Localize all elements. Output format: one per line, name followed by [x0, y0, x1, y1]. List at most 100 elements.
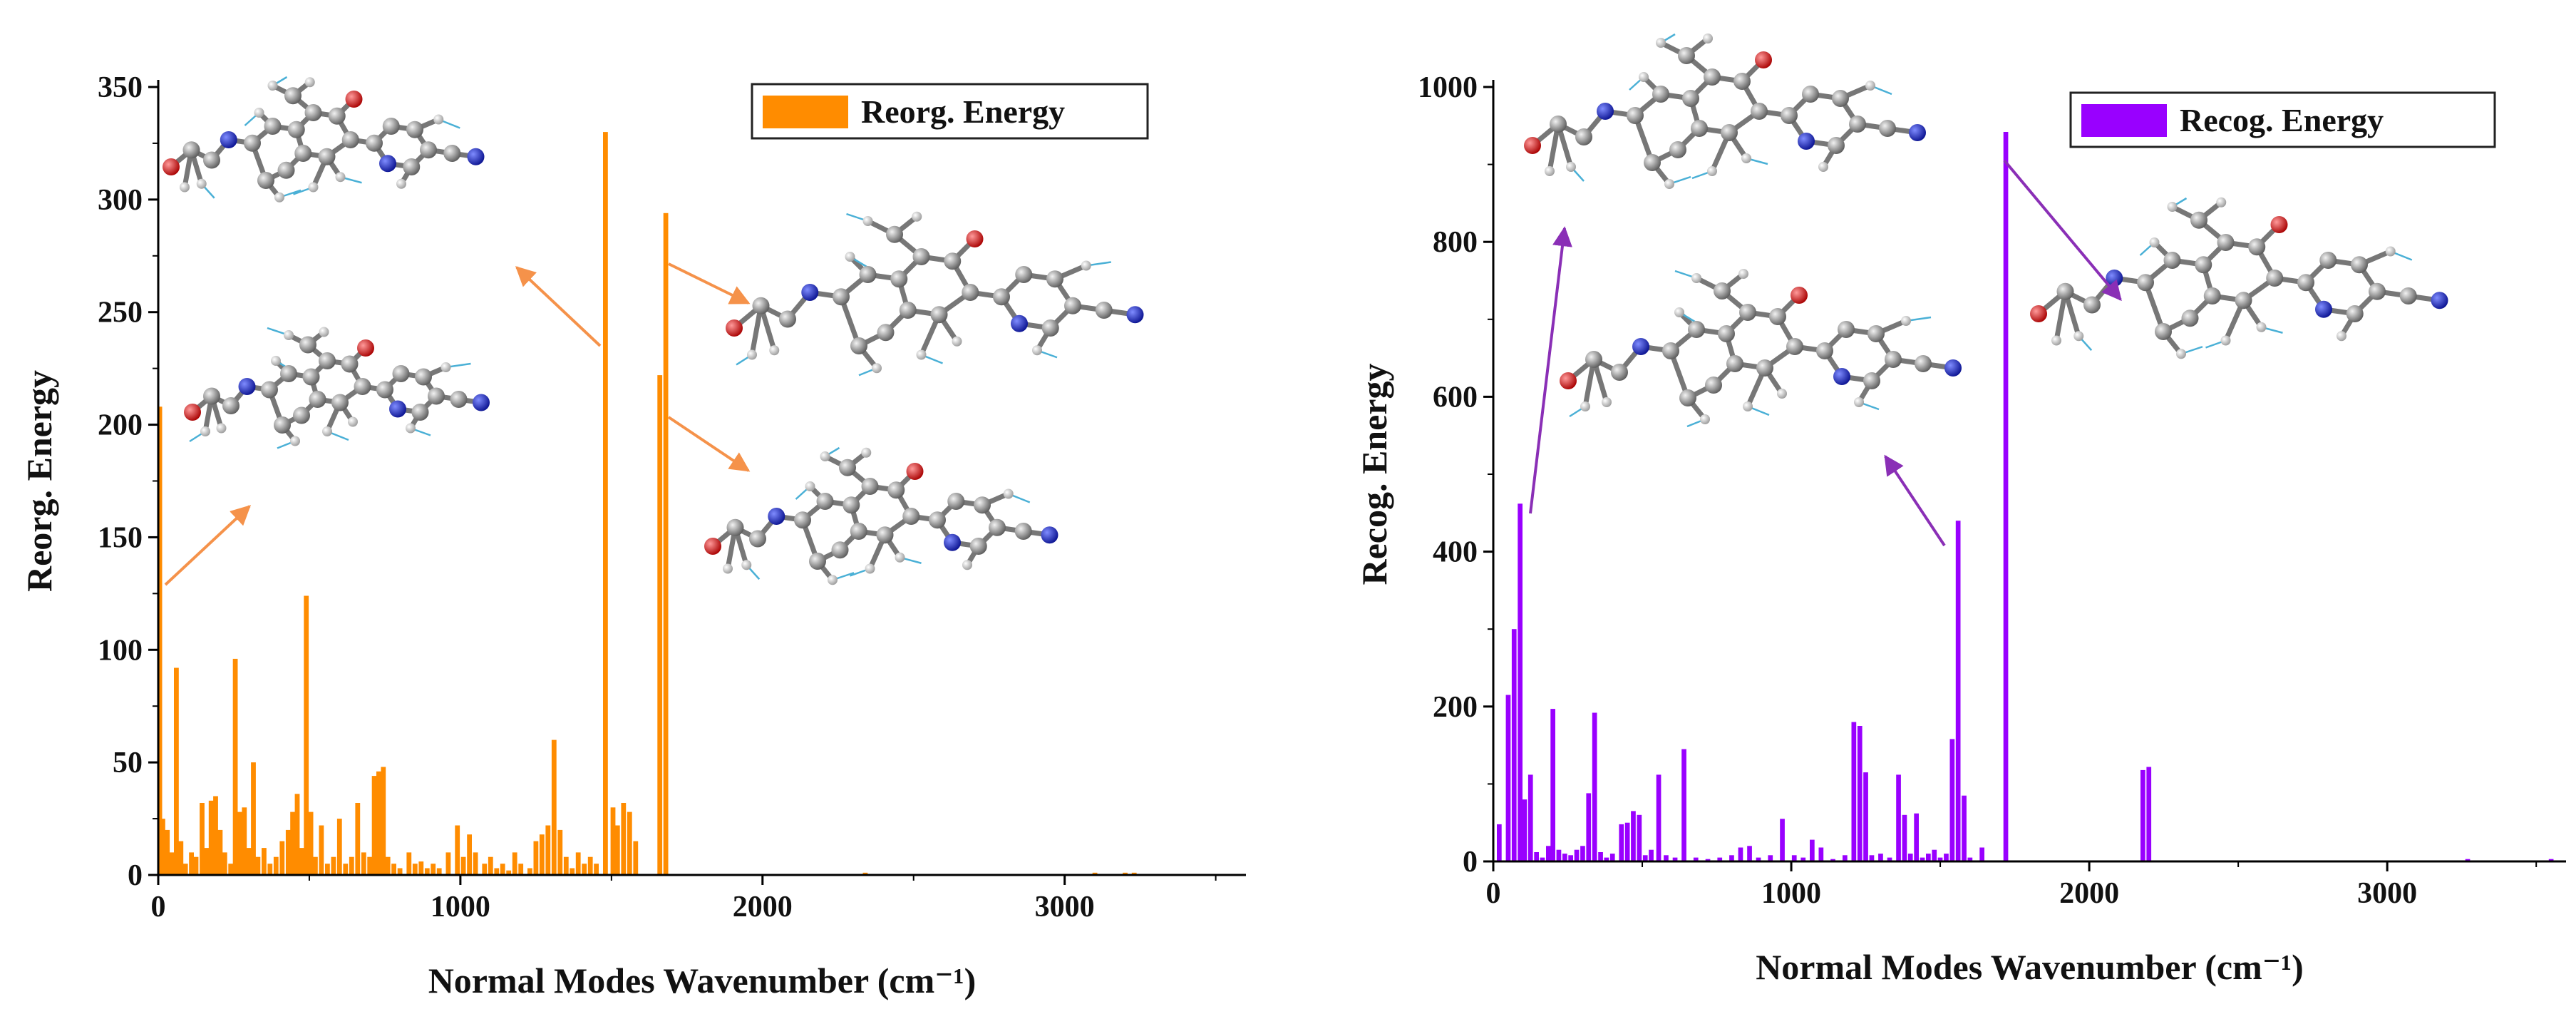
- carbon-atom: [1769, 308, 1786, 325]
- carbon-atom: [859, 266, 877, 283]
- carbon-atom: [274, 416, 291, 434]
- hydrogen-atom: [828, 575, 838, 585]
- hydrogen-atom: [1602, 397, 1612, 407]
- hydrogen-atom: [861, 447, 872, 458]
- reorg-bar: [460, 856, 466, 875]
- carbon-atom: [392, 365, 410, 382]
- reorg-bar: [331, 856, 336, 875]
- carbon-atom: [280, 365, 297, 382]
- hydrogen-atom: [308, 182, 319, 193]
- recog-bar: [1568, 855, 1573, 861]
- carbon-atom: [2319, 252, 2337, 269]
- reorg-bar: [349, 856, 354, 875]
- hydrogen-atom: [1901, 316, 1911, 326]
- carbon-atom: [850, 337, 867, 354]
- carbon-atom: [749, 530, 766, 548]
- carbon-atom: [1714, 282, 1731, 299]
- hydrogen-atom: [200, 426, 210, 436]
- recog-bar: [1907, 854, 1913, 861]
- nitrogen-atom: [1798, 133, 1815, 150]
- carbon-atom: [2266, 270, 2284, 287]
- carbon-atom: [2083, 296, 2101, 314]
- recog-arrow-to-low-mode: [1529, 226, 1572, 514]
- recog-legend: Recog. Energy: [2069, 91, 2496, 148]
- recog-bar: [1656, 774, 1661, 861]
- recog-bar: [1863, 772, 1868, 861]
- reorg-bar: [217, 829, 223, 875]
- reorg-bar: [371, 776, 377, 875]
- carbon-atom: [886, 225, 903, 243]
- carbon-atom: [1015, 266, 1033, 283]
- recog-x-tick-label: 3000: [2357, 877, 2417, 910]
- recog-bar: [1932, 849, 1937, 861]
- carbon-atom: [831, 541, 849, 559]
- hydrogen-atom: [2167, 202, 2178, 212]
- carbon-atom: [2297, 274, 2314, 292]
- recog-bar: [1810, 839, 1815, 861]
- hydrogen-atom: [267, 81, 278, 91]
- hydrogen-atom: [1639, 72, 1649, 82]
- reorg-bar: [494, 868, 500, 875]
- recog-bar: [1550, 709, 1555, 861]
- recog-bar: [1747, 846, 1752, 861]
- recog-bar: [1937, 857, 1943, 861]
- reorg-arrow-to-1660-mode-a: [668, 262, 751, 304]
- recog-bar: [1624, 822, 1630, 861]
- carbon-atom: [1705, 377, 1722, 394]
- molecule-inset-left-right-top: [726, 211, 1144, 377]
- recog-bar: [1604, 857, 1609, 861]
- reorg-bar: [169, 852, 175, 875]
- reorg-bar: [308, 811, 314, 875]
- hydrogen-atom: [1700, 414, 1710, 424]
- hydrogen-atom: [1738, 269, 1748, 279]
- carbon-atom: [1669, 141, 1686, 158]
- recog-bar: [1800, 857, 1806, 861]
- reorg-bar: [862, 872, 868, 875]
- reorg-y-tick-label: 50: [113, 747, 143, 779]
- reorg-bar: [381, 767, 386, 875]
- oxygen-atom: [345, 91, 363, 108]
- hydrogen-atom: [747, 349, 757, 360]
- nitrogen-atom: [1126, 306, 1144, 324]
- hydrogen-atom: [1703, 34, 1713, 43]
- carbon-atom: [2155, 323, 2172, 340]
- hydrogen-atom: [741, 560, 752, 570]
- recog-x-tick-label: 1000: [1761, 877, 1821, 910]
- hydrogen-atom: [2073, 331, 2084, 342]
- carbon-atom: [1786, 338, 1803, 355]
- reorg-y-tick-label: 100: [98, 634, 143, 667]
- carbon-atom: [2369, 282, 2386, 300]
- reorg-bar: [182, 864, 188, 875]
- carbon-atom: [2203, 287, 2221, 304]
- carbon-atom: [294, 145, 312, 162]
- reorg-bar: [445, 852, 451, 875]
- reorg-bar: [222, 852, 227, 875]
- recog-bar: [1580, 846, 1585, 861]
- reorg-bar: [160, 819, 165, 875]
- reorg-bar: [242, 807, 247, 875]
- recog-bar: [2146, 767, 2152, 861]
- reorg-axes: 0 50 100 150 200 250 300 350 0 1000 2000 3000 Normal…: [19, 71, 1246, 1000]
- hydrogen-atom: [335, 172, 346, 183]
- carbon-atom: [354, 378, 371, 395]
- hydrogen-atom: [845, 252, 855, 262]
- carbon-atom: [428, 387, 445, 405]
- recog-y-tick-label: 600: [1433, 381, 1478, 414]
- recog-bar: [1967, 857, 1973, 861]
- carbon-atom: [1041, 319, 1059, 337]
- recog-bar: [1887, 857, 1892, 861]
- reorg-bar: [621, 803, 627, 875]
- nitrogen-atom: [467, 148, 485, 165]
- hydrogen-atom: [912, 211, 922, 222]
- recog-bar: [1869, 855, 1875, 861]
- carbon-atom: [415, 368, 432, 386]
- hydrogen-atom: [769, 345, 780, 356]
- hydrogen-atom: [1818, 162, 1828, 172]
- carbon-atom: [309, 391, 326, 408]
- carbon-atom: [406, 121, 423, 138]
- hydrogen-atom: [406, 423, 416, 434]
- recog-bar: [1949, 739, 1955, 861]
- recog-x-axis-title: Normal Modes Wavenumber (cm⁻¹): [1756, 947, 2304, 987]
- oxygen-atom: [704, 538, 721, 555]
